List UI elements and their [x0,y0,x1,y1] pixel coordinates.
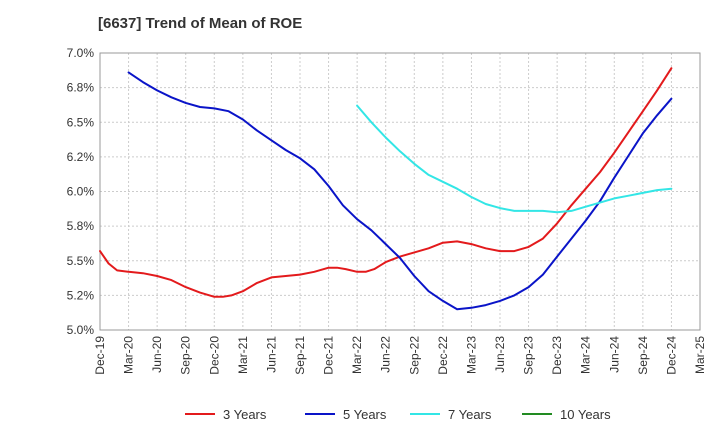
chart-title: [6637] Trend of Mean of ROE [98,15,302,32]
x-tick-label: Sep-23 [522,336,536,375]
y-tick-label: 7.0% [67,46,95,60]
series-line-7-years [356,104,673,214]
y-tick-label: 5.5% [67,254,95,268]
x-tick-label: Mar-24 [579,336,593,374]
x-tick-label: Jun-20 [150,336,164,373]
x-tick-label: Mar-25 [693,336,707,374]
x-tick-label: Dec-21 [322,336,336,375]
x-tick-label: Jun-24 [607,336,621,373]
plot-area [99,52,701,331]
x-axis-tick-labels: Dec-19 Mar-20 Jun-20 Sep-20 Dec-20 Mar-21 Jun-… [93,336,707,375]
x-tick-label: Sep-24 [636,336,650,375]
series-lines [99,67,673,311]
x-tick-label: Mar-23 [464,336,478,374]
x-tick-label: Mar-21 [236,336,250,374]
x-tick-label: Sep-21 [293,336,307,375]
x-tick-label: Jun-23 [493,336,507,373]
legend-label: 7 Years [448,407,492,422]
y-tick-label: 6.2% [67,150,95,164]
legend-label: 3 Years [223,407,267,422]
y-tick-label: 5.2% [67,288,95,302]
x-tick-label: Mar-22 [350,336,364,374]
y-tick-label: 5.0% [67,323,95,337]
x-tick-label: Sep-22 [407,336,421,375]
x-tick-label: Dec-23 [550,336,564,375]
x-tick-label: Dec-22 [436,336,450,375]
y-tick-label: 6.8% [67,81,95,95]
y-tick-label: 6.5% [67,115,95,129]
legend-label: 10 Years [560,407,611,422]
y-tick-label: 6.0% [67,185,95,199]
x-tick-label: Mar-20 [122,336,136,374]
x-tick-label: Dec-19 [93,336,107,375]
y-axis-tick-labels: 7.0% 6.8% 6.5% 6.2% 6.0% 5.8% 5.5% 5.2% 5.0% [67,46,95,337]
legend-label: 5 Years [343,407,387,422]
x-tick-label: Jun-22 [379,336,393,373]
x-tick-label: Jun-21 [264,336,278,373]
x-tick-label: Dec-20 [207,336,221,375]
y-tick-label: 5.8% [67,219,95,233]
x-tick-label: Sep-20 [179,336,193,375]
series-line-5-years [127,71,673,311]
x-tick-label: Dec-24 [664,336,678,375]
legend: 3 Years 5 Years 7 Years 10 Years [185,407,611,422]
